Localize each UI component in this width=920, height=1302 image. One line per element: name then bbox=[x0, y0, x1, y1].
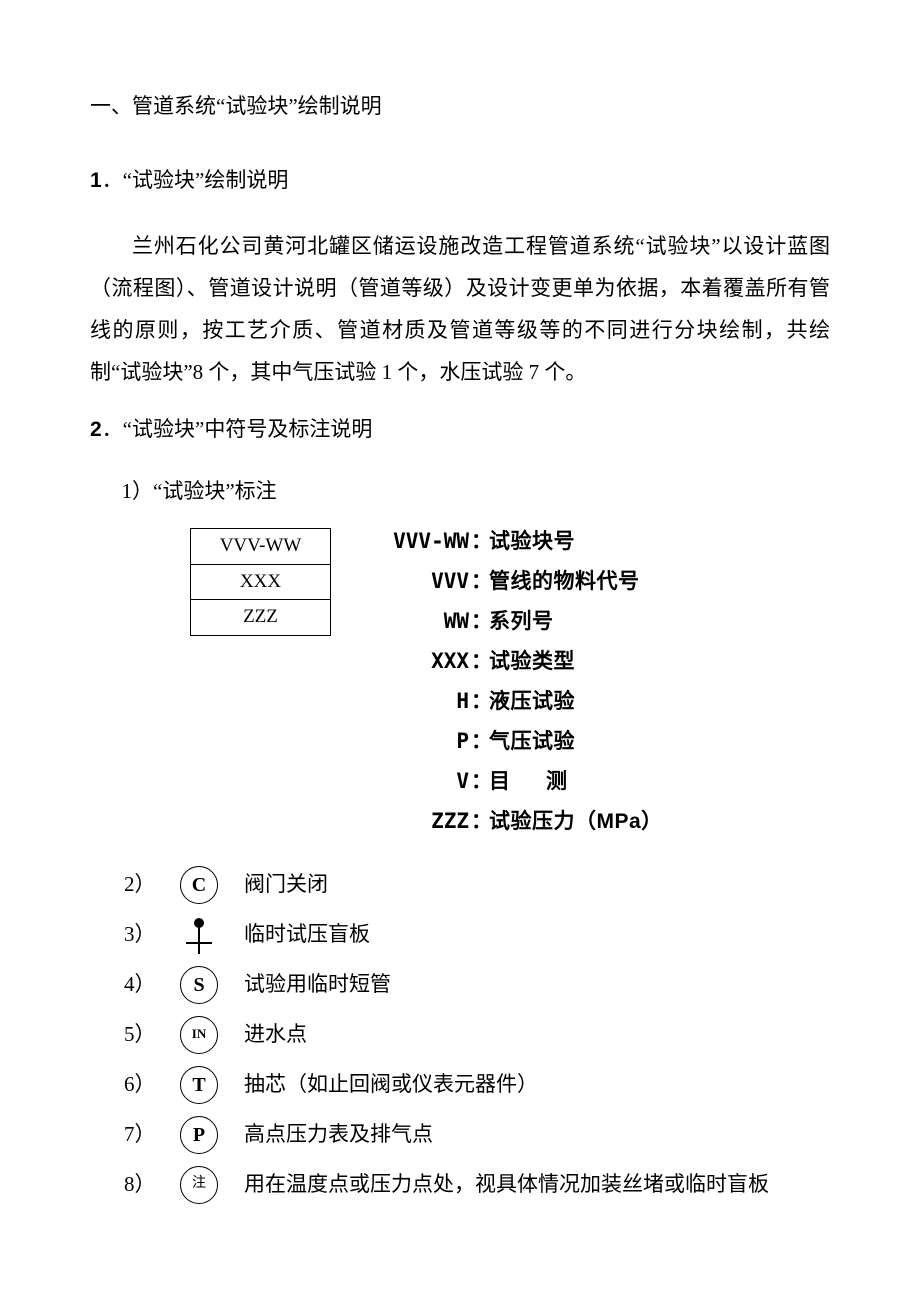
block-cell: XXX bbox=[191, 564, 331, 599]
block-cell: ZZZ bbox=[191, 600, 331, 635]
symbol-row: 8）注用在温度点或压力点处，视具体情况加装丝堵或临时盲板 bbox=[124, 1166, 830, 1204]
symbol-row: 7）P 高点压力表及排气点 bbox=[124, 1116, 830, 1154]
legend-colon: ： bbox=[471, 642, 489, 682]
legend-colon: ： bbox=[471, 722, 489, 762]
legend-value: 系列号 bbox=[489, 602, 554, 642]
symbol-icon: 注 bbox=[172, 1166, 226, 1204]
legend-value: 目测 bbox=[489, 762, 603, 802]
legend-colon: ： bbox=[471, 802, 489, 842]
legend-value: 试验块号 bbox=[489, 522, 575, 562]
legend-value: 液压试验 bbox=[489, 682, 575, 722]
legend-key: VVV bbox=[371, 562, 471, 602]
block-notation-row: VVV-WW XXX ZZZ VVV-WW：试验块号VVV：管线的物料代号WW：… bbox=[190, 522, 830, 841]
symbol-row: 3） 临时试压盲板 bbox=[124, 916, 830, 954]
symbol-icon: S bbox=[172, 966, 226, 1004]
legend-colon: ： bbox=[471, 522, 489, 562]
symbol-description: 用在温度点或压力点处，视具体情况加装丝堵或临时盲板 bbox=[244, 1168, 769, 1202]
legend-key: WW bbox=[371, 602, 471, 642]
section-1-num: 1 bbox=[90, 169, 102, 192]
legend-value: 气压试验 bbox=[489, 722, 575, 762]
symbol-number: 5） bbox=[124, 1018, 172, 1052]
circle-icon: P bbox=[180, 1116, 218, 1154]
section-1-paragraph: 兰州石化公司黄河北罐区储运设施改造工程管道系统“试验块”以设计蓝图（流程图）、管… bbox=[90, 225, 830, 393]
section-2-header: 2．“试验块”中符号及标注说明 bbox=[90, 413, 830, 447]
legend-row: VVV：管线的物料代号 bbox=[371, 562, 663, 602]
blind-plate-icon bbox=[180, 916, 218, 954]
circle-icon: IN bbox=[180, 1016, 218, 1054]
symbol-icon: P bbox=[172, 1116, 226, 1154]
symbol-description: 进水点 bbox=[244, 1018, 307, 1052]
symbol-row: 2）C 阀门关闭 bbox=[124, 866, 830, 904]
circle-icon: C bbox=[180, 866, 218, 904]
symbol-row: 6）T 抽芯（如止回阀或仪表元器件） bbox=[124, 1066, 830, 1104]
symbol-icon: IN bbox=[172, 1016, 226, 1054]
symbol-description: 试验用临时短管 bbox=[244, 968, 391, 1002]
legend-key: VVV-WW bbox=[371, 522, 471, 562]
section-2-item1: 1）“试验块”标注 bbox=[122, 475, 831, 509]
symbol-row: 5）IN 进水点 bbox=[124, 1016, 830, 1054]
legend-key: H bbox=[371, 682, 471, 722]
legend-key: V bbox=[371, 762, 471, 802]
legend-row: VVV-WW：试验块号 bbox=[371, 522, 663, 562]
symbol-description: 抽芯（如止回阀或仪表元器件） bbox=[244, 1068, 538, 1102]
symbol-description: 高点压力表及排气点 bbox=[244, 1118, 433, 1152]
page-title: 一、管道系统“试验块”绘制说明 bbox=[90, 90, 830, 124]
legend-row: WW：系列号 bbox=[371, 602, 663, 642]
circle-icon: 注 bbox=[180, 1166, 218, 1204]
legend-value: 试验压力（MPa） bbox=[489, 802, 663, 842]
legend-row: P：气压试验 bbox=[371, 722, 663, 762]
legend-row: ZZZ：试验压力（MPa） bbox=[371, 802, 663, 842]
symbol-description: 阀门关闭 bbox=[244, 868, 328, 902]
section-1-header: 1．“试验块”绘制说明 bbox=[90, 164, 830, 198]
legend-value: 试验类型 bbox=[489, 642, 575, 682]
legend-colon: ： bbox=[471, 682, 489, 722]
symbol-description: 临时试压盲板 bbox=[244, 918, 370, 952]
legend-row: XXX：试验类型 bbox=[371, 642, 663, 682]
symbol-icon: C bbox=[172, 866, 226, 904]
legend-colon: ： bbox=[471, 602, 489, 642]
circle-icon: T bbox=[180, 1066, 218, 1104]
symbol-icon bbox=[172, 916, 226, 954]
legend-row: H：液压试验 bbox=[371, 682, 663, 722]
symbol-row: 4）S 试验用临时短管 bbox=[124, 966, 830, 1004]
legend-key: XXX bbox=[371, 642, 471, 682]
legend-key: ZZZ bbox=[371, 802, 471, 842]
symbol-number: 4） bbox=[124, 968, 172, 1002]
symbol-icon: T bbox=[172, 1066, 226, 1104]
legend-column: VVV-WW：试验块号VVV：管线的物料代号WW：系列号XXX：试验类型H：液压… bbox=[371, 522, 663, 841]
symbol-number: 2） bbox=[124, 868, 172, 902]
symbol-number: 3） bbox=[124, 918, 172, 952]
section-2-num: 2 bbox=[90, 418, 102, 441]
block-cell: VVV-WW bbox=[191, 529, 331, 564]
legend-colon: ： bbox=[471, 562, 489, 602]
legend-key: P bbox=[371, 722, 471, 762]
symbol-number: 8） bbox=[124, 1168, 172, 1202]
legend-row: V：目测 bbox=[371, 762, 663, 802]
circle-icon: S bbox=[180, 966, 218, 1004]
legend-value: 管线的物料代号 bbox=[489, 562, 640, 602]
symbol-number: 7） bbox=[124, 1118, 172, 1152]
symbol-list: 2）C 阀门关闭 3） 临时试压盲板 4）S 试验用临时短管 5）IN 进水点 6）T 抽芯（如止… bbox=[124, 866, 830, 1204]
section-1-heading: ．“试验块”绘制说明 bbox=[102, 168, 289, 192]
block-table: VVV-WW XXX ZZZ bbox=[190, 528, 331, 635]
symbol-number: 6） bbox=[124, 1068, 172, 1102]
section-2-heading: ．“试验块”中符号及标注说明 bbox=[102, 417, 373, 441]
legend-colon: ： bbox=[471, 762, 489, 802]
